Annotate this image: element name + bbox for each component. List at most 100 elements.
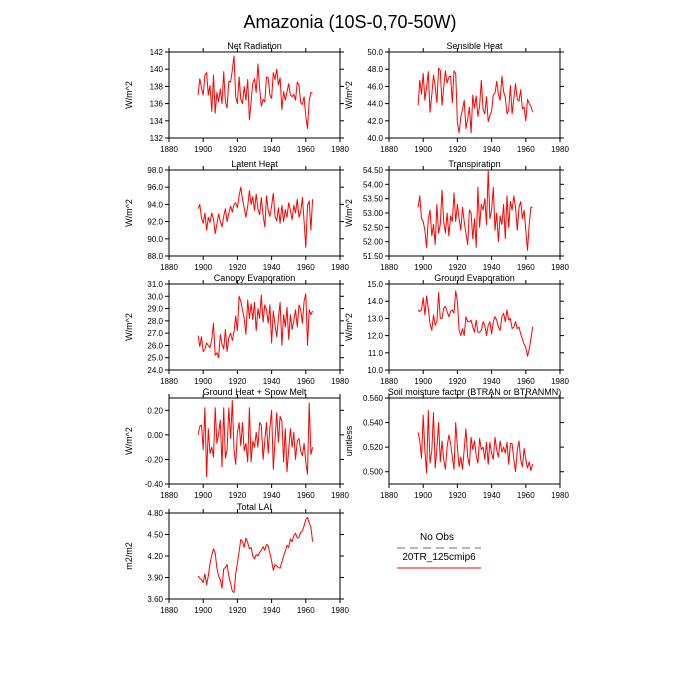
plot-frame [168, 283, 341, 371]
x-tick-label: 1940 [483, 377, 501, 386]
y-tick-label: 14.0 [367, 297, 383, 306]
y-tick-label: 0.20 [147, 406, 163, 415]
x-tick-label: 1880 [160, 377, 178, 386]
x-tick-label: 1940 [263, 377, 281, 386]
y-tick-label: 140 [150, 65, 164, 74]
y-axis-label: W/m^2 [344, 313, 354, 341]
series-line [197, 55, 313, 129]
figure-title: Amazonia (10S-0,70-50W) [243, 12, 456, 32]
y-tick-label: 40.0 [367, 134, 383, 143]
x-tick-label: 1880 [380, 377, 398, 386]
y-tick-label: -0.40 [145, 480, 164, 489]
x-tick-label: 1880 [160, 263, 178, 272]
x-tick-label: 1920 [229, 145, 247, 154]
y-tick-label: 96.0 [147, 183, 163, 192]
x-tick-label: 1900 [414, 377, 432, 386]
y-tick-label: 134 [150, 117, 164, 126]
y-tick-label: 30.0 [147, 292, 163, 301]
y-tick-label: 25.0 [147, 354, 163, 363]
y-tick-label: 0.520 [363, 443, 384, 452]
panel-title: Transpiration [448, 159, 500, 169]
panel-9: Total LAI m2/m2 1880 1900 1920 1940 1960 1980 3.… [124, 502, 349, 615]
panel-title: Soil moisture factor (BTRAN or BTRANMN) [388, 387, 562, 397]
series-line [417, 67, 534, 134]
x-tick-label: 1880 [380, 491, 398, 500]
plot-frame [388, 51, 561, 139]
y-tick-label: 13.0 [367, 314, 383, 323]
panel-8: Soil moisture factor (BTRAN or BTRANMN) u… [344, 387, 569, 500]
y-tick-label: 11.0 [368, 349, 384, 358]
panel-title: Total LAI [237, 502, 272, 512]
panel-title: Ground Heat + Snow Melt [203, 387, 307, 397]
x-tick-label: 1900 [194, 377, 212, 386]
y-tick-label: 52.00 [363, 238, 384, 247]
x-tick-label: 1880 [160, 145, 178, 154]
y-axis-label: W/m^2 [124, 427, 134, 455]
y-tick-label: 52.50 [363, 223, 384, 232]
x-tick-label: 1900 [194, 145, 212, 154]
y-tick-label: 142 [150, 48, 164, 57]
y-tick-label: 15.0 [367, 280, 383, 289]
x-tick-label: 1920 [449, 263, 467, 272]
panel-6: Ground Evaporation W/m^2 1880 1900 1920 1940 1… [344, 273, 569, 386]
panel-title: Sensible Heat [446, 41, 503, 51]
y-axis-label: W/m^2 [344, 199, 354, 227]
series-line [417, 169, 533, 251]
x-tick-label: 1960 [297, 377, 315, 386]
x-tick-label: 1960 [297, 263, 315, 272]
x-tick-label: 1940 [263, 145, 281, 154]
y-tick-label: 42.0 [367, 117, 383, 126]
y-axis-label: W/m^2 [344, 81, 354, 109]
x-tick-label: 1940 [483, 145, 501, 154]
panel-7: Ground Heat + Snow Melt W/m^2 1880 1900 1920… [124, 387, 349, 500]
x-tick-label: 1980 [551, 263, 569, 272]
x-tick-label: 1880 [380, 145, 398, 154]
panels: Net Radiation W/m^2 1880 1900 1920 1940 1960 19… [124, 41, 569, 615]
y-tick-label: 3.90 [147, 574, 163, 583]
x-tick-label: 1960 [517, 263, 535, 272]
x-tick-label: 1920 [449, 145, 467, 154]
x-tick-label: 1900 [194, 263, 212, 272]
y-tick-label: 29.0 [147, 305, 163, 314]
y-tick-label: 0.00 [147, 431, 163, 440]
y-tick-label: 27.0 [147, 329, 163, 338]
y-tick-label: 48.0 [367, 65, 383, 74]
x-tick-label: 1980 [331, 145, 349, 154]
y-tick-label: 12.0 [367, 332, 383, 341]
panel-2: Sensible Heat W/m^2 1880 1900 1920 1940 1960 19… [344, 41, 569, 154]
series-line [197, 516, 314, 593]
x-tick-label: 1960 [517, 145, 535, 154]
series-line [197, 186, 314, 248]
x-tick-label: 1920 [449, 377, 467, 386]
y-tick-label: 4.80 [147, 509, 163, 518]
y-axis-label: W/m^2 [124, 313, 134, 341]
y-tick-label: 138 [150, 82, 164, 91]
x-tick-label: 1940 [263, 263, 281, 272]
x-tick-label: 1900 [194, 606, 212, 615]
y-axis-label: W/m^2 [124, 81, 134, 109]
y-tick-label: 31.0 [147, 280, 163, 289]
x-tick-label: 1900 [414, 263, 432, 272]
series-line [197, 400, 314, 478]
series-line [417, 290, 534, 357]
x-tick-label: 1920 [229, 377, 247, 386]
panel-title: Latent Heat [231, 159, 278, 169]
x-tick-label: 1940 [483, 491, 501, 500]
series-line [417, 409, 534, 474]
y-tick-label: 0.500 [363, 468, 384, 477]
y-tick-label: 4.50 [147, 531, 163, 540]
x-tick-label: 1940 [483, 263, 501, 272]
x-tick-label: 1980 [551, 491, 569, 500]
y-tick-label: 50.0 [367, 48, 383, 57]
x-tick-label: 1940 [263, 491, 281, 500]
y-tick-label: 0.540 [363, 419, 384, 428]
y-tick-label: 54.00 [363, 180, 384, 189]
y-axis-label: W/m^2 [124, 199, 134, 227]
y-tick-label: 54.50 [363, 166, 384, 175]
y-tick-label: 88.0 [147, 252, 163, 261]
y-tick-label: 44.0 [367, 100, 383, 109]
x-tick-label: 1920 [229, 491, 247, 500]
y-tick-label: 136 [150, 100, 164, 109]
plot-frame [388, 169, 561, 257]
